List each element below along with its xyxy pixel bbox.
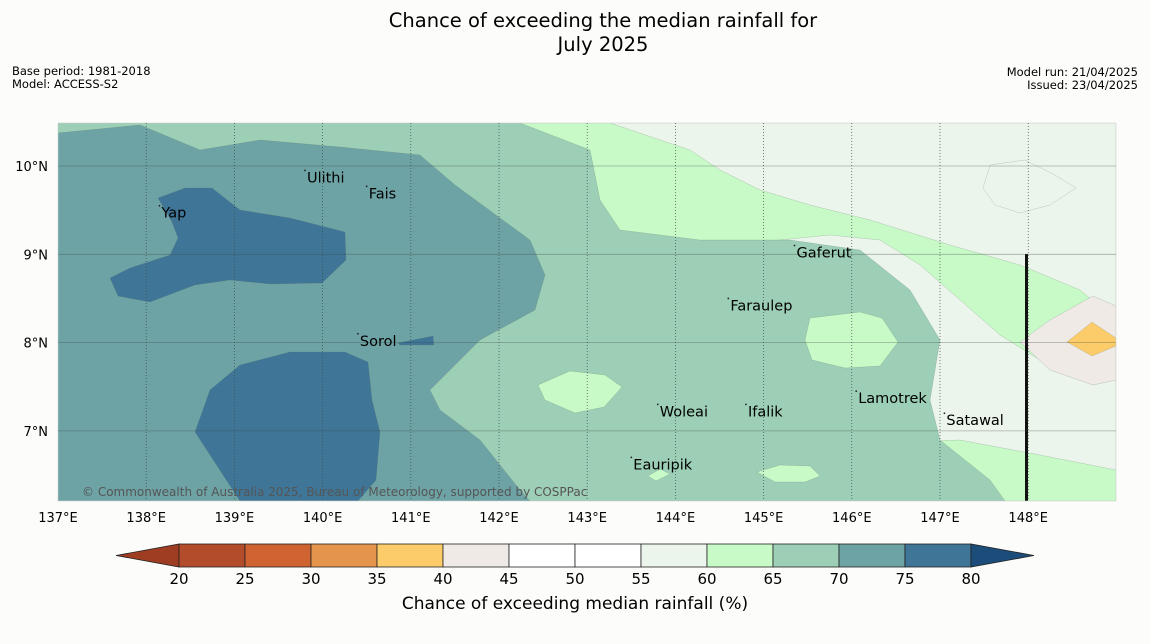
lon-tick-label: 138°E <box>126 511 166 526</box>
colorbar-segment <box>772 543 840 568</box>
lat-tick-label: 7°N <box>24 425 49 440</box>
lat-tick-label: 9°N <box>24 248 49 263</box>
island-marker <box>745 403 747 406</box>
island-marker <box>630 456 633 459</box>
colorbar-tick-label: 55 <box>631 570 650 588</box>
meta-left: Base period: 1981-2018 Model: ACCESS-S2 <box>12 65 151 91</box>
place-label: Fais <box>369 186 396 202</box>
colorbar-min-arrow <box>115 543 180 568</box>
graticule: 137°E 138°E 139°E 140°E 141°E 142°E 143°E 144°E… <box>15 123 1116 526</box>
colorbar-max-arrow <box>970 543 1035 568</box>
issued-date: Issued: 23/04/2025 <box>1027 78 1138 92</box>
lat-tick-label: 10°N <box>15 160 48 175</box>
island-marker <box>727 297 730 300</box>
title-line-2: July 2025 <box>557 33 649 56</box>
colorbar-tick-label: 45 <box>499 570 518 588</box>
lon-tick-label: 145°E <box>744 511 784 526</box>
colorbar-segment <box>244 543 312 568</box>
colorbar-segment <box>442 543 510 568</box>
colorbar-tick-label: 35 <box>367 570 386 588</box>
place-labels: Ulithi Fais Yap Gaferut Faraulep Sorol Lamotre… <box>158 169 1004 473</box>
map-title: Chance of exceeding the median rainfall … <box>0 9 1150 57</box>
island-marker <box>943 412 946 415</box>
colorbar-tick-label: 75 <box>895 570 914 588</box>
colorbar-segment <box>706 543 774 568</box>
colorbar-segment <box>574 543 642 568</box>
colorbar-tick-label: 20 <box>169 570 188 588</box>
colorbar-segment <box>310 543 378 568</box>
lat-tick-label: 8°N <box>24 337 49 352</box>
lon-tick-label: 139°E <box>215 511 255 526</box>
colorbar-segment <box>904 543 972 568</box>
colorbar-segment <box>178 543 246 568</box>
place-label: Satawal <box>946 413 1003 429</box>
island-marker <box>793 244 796 247</box>
island-marker <box>365 185 368 188</box>
place-label: Eauripik <box>633 457 692 473</box>
model-name: Model: ACCESS-S2 <box>12 77 119 91</box>
region-75-80-north <box>109 187 347 303</box>
map-boundary-line <box>1025 254 1028 501</box>
lon-tick-label: 146°E <box>832 511 872 526</box>
colorbar-tick-label: 65 <box>763 570 782 588</box>
island-marker <box>158 204 161 207</box>
place-label: Yap <box>160 206 186 222</box>
colorbar-tick-label: 70 <box>829 570 848 588</box>
place-label: Lamotrek <box>858 391 927 407</box>
island-marker <box>656 403 659 406</box>
place-label: Gaferut <box>796 245 851 261</box>
region-60-65-tiny <box>647 468 671 482</box>
region-60-65-small <box>756 464 821 483</box>
place-label: Woleai <box>660 404 708 420</box>
region-75-80-south <box>194 351 381 501</box>
colorbar-segment <box>838 543 906 568</box>
region-55-60-east <box>982 159 1077 214</box>
base-period: Base period: 1981-2018 <box>12 64 151 78</box>
lon-tick-label: 142°E <box>479 511 519 526</box>
lon-tick-label: 137°E <box>38 511 78 526</box>
place-label: Faraulep <box>730 298 792 314</box>
lon-tick-label: 141°E <box>391 511 431 526</box>
island-marker <box>855 390 858 393</box>
colorbar-tick-label: 80 <box>961 570 980 588</box>
lon-tick-label: 143°E <box>567 511 607 526</box>
colorbar: 20 25 30 35 40 45 50 55 60 65 70 75 80 <box>115 543 1035 588</box>
region-60-65-patch <box>537 370 623 414</box>
meta-right: Model run: 21/04/2025 Issued: 23/04/2025 <box>1007 66 1138 92</box>
island-marker <box>356 332 359 335</box>
region-75-80-sorol <box>397 335 435 346</box>
lon-tick-label: 140°E <box>303 511 343 526</box>
island-marker <box>304 169 306 172</box>
place-label: Sorol <box>360 334 397 350</box>
colorbar-segment <box>376 543 444 568</box>
colorbar-tick-label: 60 <box>697 570 716 588</box>
place-label: Ulithi <box>307 170 345 186</box>
colorbar-title: Chance of exceeding median rainfall (%) <box>401 594 749 614</box>
colorbar-tick-label: 30 <box>301 570 320 588</box>
lon-tick-label: 144°E <box>656 511 696 526</box>
place-label: Ifalik <box>748 404 783 420</box>
title-line-1: Chance of exceeding the median rainfall … <box>388 9 818 32</box>
lon-tick-label: 147°E <box>920 511 960 526</box>
copyright-text: © Commonwealth of Australia 2025, Bureau… <box>82 485 587 499</box>
lon-tick-label: 148°E <box>1008 511 1048 526</box>
colorbar-tick-label: 40 <box>433 570 452 588</box>
region-40-45 <box>1019 295 1116 386</box>
colorbar-tick-label: 50 <box>565 570 584 588</box>
model-run: Model run: 21/04/2025 <box>1006 65 1138 79</box>
colorbar-segment <box>640 543 708 568</box>
region-35-40 <box>1066 321 1116 357</box>
colorbar-tick-label: 25 <box>235 570 254 588</box>
colorbar-segment <box>508 543 576 568</box>
